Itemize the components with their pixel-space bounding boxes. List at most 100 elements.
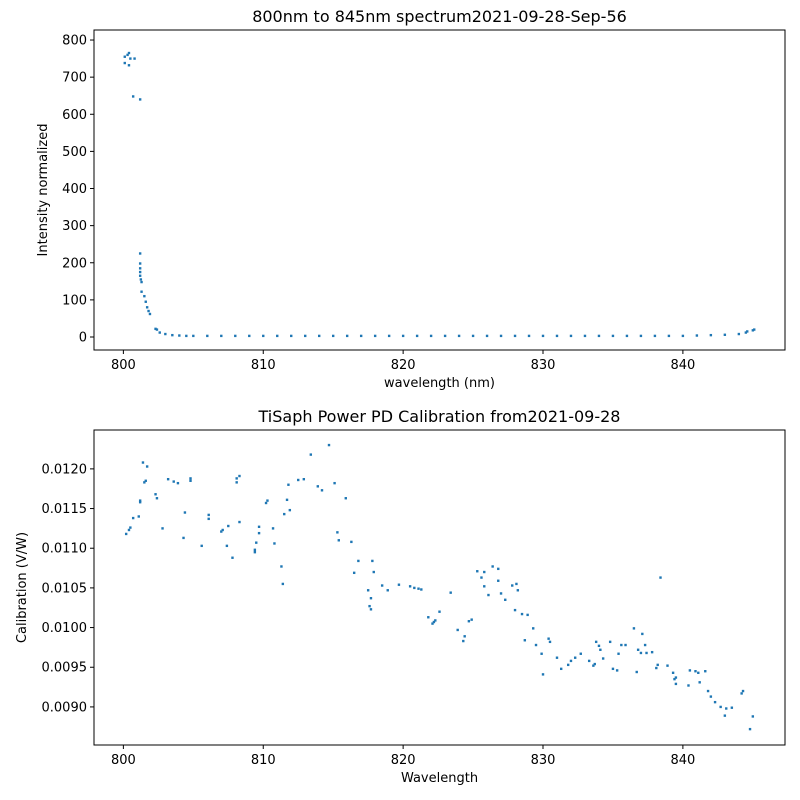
- point: [725, 707, 728, 710]
- point: [255, 541, 258, 544]
- point: [632, 627, 636, 630]
- point: [138, 270, 142, 274]
- point: [540, 652, 543, 655]
- y-tick-label: 300: [62, 219, 87, 234]
- point: [597, 644, 601, 648]
- y-axis-label: Calibration (V/W): [15, 532, 30, 643]
- point: [126, 53, 129, 57]
- point: [238, 474, 241, 478]
- point: [429, 334, 433, 338]
- point: [207, 513, 210, 517]
- point: [687, 684, 690, 687]
- point: [131, 516, 135, 520]
- point: [723, 333, 727, 336]
- x-tick-label: 810: [251, 358, 276, 373]
- point: [674, 676, 678, 679]
- point: [463, 635, 466, 638]
- point: [592, 664, 595, 667]
- point: [234, 334, 237, 338]
- point: [624, 643, 627, 647]
- point: [231, 556, 234, 559]
- point: [235, 477, 238, 480]
- point: [434, 619, 437, 622]
- point: [144, 479, 147, 482]
- point: [583, 334, 587, 338]
- point: [650, 650, 654, 654]
- point: [145, 306, 149, 309]
- point: [593, 662, 596, 666]
- point: [155, 328, 159, 331]
- point: [352, 571, 356, 575]
- point: [372, 570, 375, 574]
- point: [688, 669, 692, 672]
- point: [297, 478, 300, 482]
- point: [639, 334, 643, 338]
- point: [327, 443, 331, 447]
- point: [569, 659, 573, 663]
- point: [345, 334, 349, 338]
- axes-frame: [93, 29, 786, 351]
- point: [704, 670, 707, 673]
- point: [462, 639, 465, 643]
- point: [189, 477, 192, 480]
- point: [601, 657, 605, 660]
- point: [316, 485, 320, 488]
- point: [386, 589, 389, 592]
- point: [273, 542, 276, 545]
- point: [483, 570, 486, 574]
- point: [694, 670, 697, 673]
- point: [138, 98, 142, 101]
- point: [476, 570, 479, 573]
- point: [579, 652, 582, 655]
- point: [350, 540, 353, 544]
- point: [513, 334, 517, 338]
- point: [333, 481, 336, 485]
- point: [457, 334, 461, 338]
- point: [172, 480, 175, 483]
- point: [281, 582, 285, 586]
- point: [504, 598, 507, 601]
- point: [253, 548, 257, 552]
- point: [615, 669, 619, 672]
- x-axis-label: wavelength (nm): [384, 376, 495, 391]
- point: [674, 682, 678, 686]
- point: [620, 643, 623, 647]
- point: [526, 613, 529, 617]
- point: [748, 727, 752, 731]
- x-tick-label: 830: [531, 358, 556, 373]
- point: [262, 334, 265, 338]
- point: [257, 525, 261, 529]
- point: [248, 334, 251, 338]
- point: [318, 334, 321, 338]
- x-tick-label: 840: [670, 358, 695, 373]
- point: [573, 656, 577, 659]
- point: [155, 497, 159, 500]
- point: [420, 588, 423, 591]
- point: [127, 528, 131, 532]
- point: [138, 274, 142, 277]
- point: [192, 334, 195, 338]
- point: [357, 559, 360, 563]
- point: [154, 493, 157, 496]
- point: [271, 527, 275, 530]
- point: [138, 501, 142, 504]
- point: [497, 579, 500, 582]
- point: [129, 526, 132, 529]
- point: [137, 515, 140, 518]
- point: [387, 334, 391, 338]
- point: [431, 622, 434, 625]
- point: [220, 334, 223, 338]
- point: [189, 479, 192, 482]
- y-tick-label: 0.0090: [42, 700, 88, 715]
- point: [302, 477, 306, 481]
- point: [138, 267, 142, 270]
- x-tick-label: 800: [111, 358, 136, 373]
- point: [280, 565, 283, 568]
- point: [140, 290, 143, 293]
- point: [617, 652, 620, 655]
- point: [541, 673, 545, 676]
- point: [415, 334, 419, 338]
- point: [751, 329, 755, 332]
- point: [625, 334, 629, 338]
- point: [309, 453, 313, 456]
